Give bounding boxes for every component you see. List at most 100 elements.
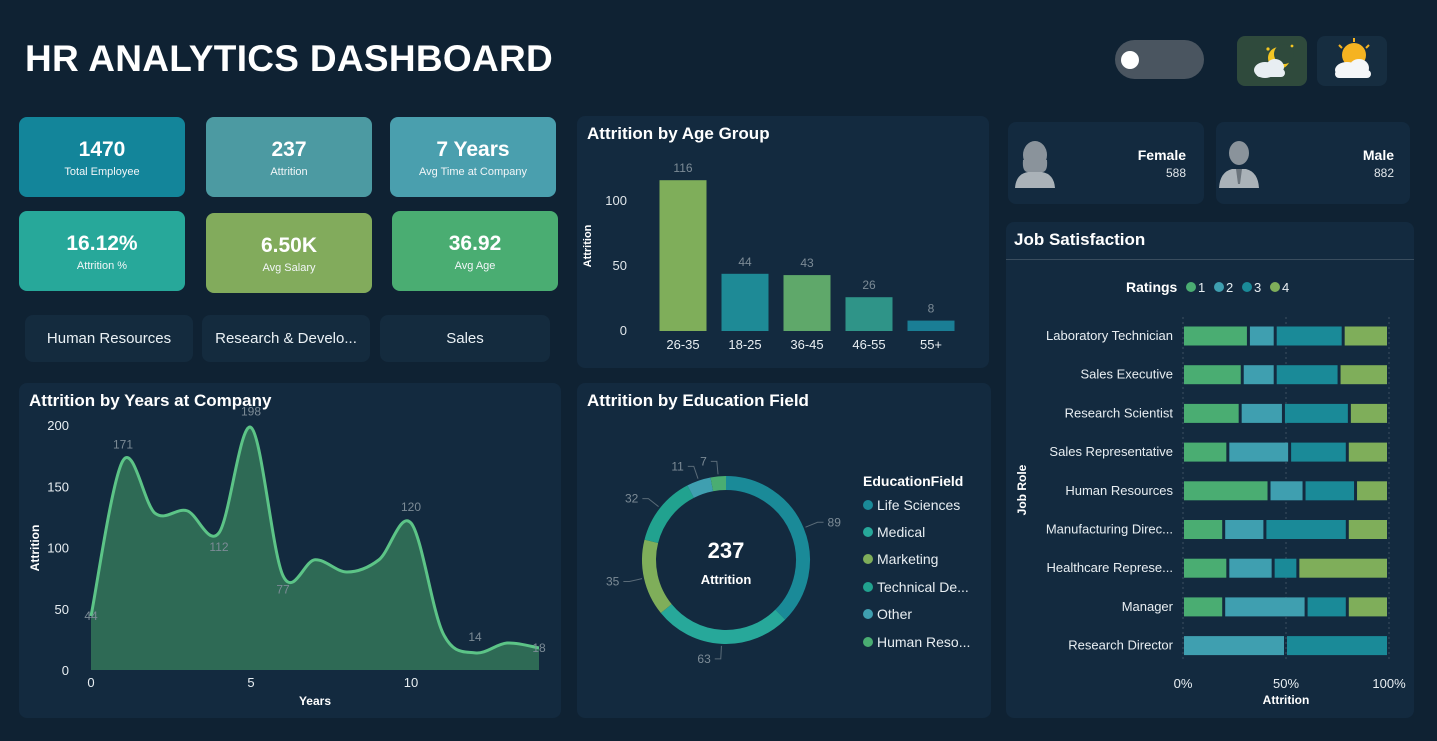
job-legend-label: 3: [1254, 280, 1261, 295]
sun-cloud-icon: [1335, 38, 1371, 78]
age-bar-value-label: 44: [738, 255, 752, 269]
legend-dot: [863, 636, 873, 647]
years-panel: Attrition by Years at Company Attrition Y…: [19, 383, 561, 718]
job-segment: [1184, 365, 1241, 385]
dept-button-human-resources[interactable]: Human Resources: [25, 315, 193, 362]
job-x-axis-title: Attrition: [1263, 693, 1310, 707]
job-role-label: Healthcare Represe...: [1047, 560, 1173, 575]
day-mode-button[interactable]: [1317, 36, 1387, 86]
age-y-tick-label: 50: [613, 258, 627, 273]
female-card: Female 588: [1008, 122, 1204, 204]
age-bar: [659, 180, 707, 331]
education-center-value: 237: [708, 538, 745, 563]
job-segment: [1344, 326, 1387, 346]
job-segment: [1307, 597, 1346, 617]
job-legend-dot: [1242, 282, 1252, 292]
job-segment: [1184, 636, 1284, 656]
education-slice-label: 7: [700, 454, 707, 468]
job-segment: [1274, 558, 1297, 578]
years-x-tick-label: 0: [87, 675, 94, 690]
page-title: HR ANALYTICS DASHBOARD: [25, 38, 554, 79]
dept-button-research[interactable]: Research & Develo...: [202, 315, 370, 362]
kpi-value: 1470: [78, 137, 126, 161]
job-satisfaction-chart: 0% 50% 100% Attrition Job Role Ratings 1 2 3 4 Lab…: [1015, 279, 1406, 707]
kpi-label: Avg Age: [454, 259, 496, 272]
education-donut-chart: 89 63 35 32 11 7 237 Attrition: [606, 454, 841, 665]
toggle-knob: [1121, 51, 1139, 69]
years-area-fill: [91, 427, 539, 670]
years-x-axis-title: Years: [299, 694, 331, 708]
age-x-tick-label: 46-55: [852, 337, 885, 352]
age-bar-value-label: 8: [928, 302, 935, 316]
job-segment: [1305, 481, 1355, 501]
legend-dot: [863, 499, 873, 510]
age-bar: [907, 320, 955, 331]
moon-cloud-icon: [1254, 44, 1294, 78]
dept-button-sales[interactable]: Sales: [380, 315, 550, 362]
education-slice-label: 11: [671, 459, 684, 473]
job-segment: [1229, 558, 1272, 578]
job-segment: [1276, 326, 1342, 346]
legend-label: Human Reso...: [877, 633, 971, 650]
job-x-tick-label: 50%: [1273, 676, 1299, 691]
theme-toggle[interactable]: [1115, 40, 1204, 79]
age-x-tick-label: 55+: [920, 337, 942, 352]
education-leader-line: [714, 645, 722, 660]
age-y-tick-label: 100: [605, 193, 627, 208]
job-role-label: Sales Representative: [1049, 444, 1173, 459]
job-x-tick-label: 0%: [1174, 676, 1193, 691]
kpi-label: Avg Time at Company: [418, 165, 527, 178]
job-chart-title: Job Satisfaction: [1014, 230, 1146, 249]
age-x-tick-label: 18-25: [728, 337, 761, 352]
kpi-label: Total Employee: [64, 165, 140, 178]
education-slice: [725, 476, 810, 620]
legend-label: Marketing: [877, 551, 939, 568]
education-legend-item[interactable]: Marketing: [863, 546, 989, 573]
education-center-label: Attrition: [701, 572, 752, 587]
male-label: Male: [1362, 147, 1394, 163]
education-legend-item[interactable]: Medical: [863, 518, 989, 545]
education-slice-label: 35: [606, 574, 620, 588]
education-legend-item[interactable]: Other: [863, 601, 989, 628]
education-leader-line: [710, 460, 719, 475]
age-chart-title: Attrition by Age Group: [587, 124, 770, 143]
job-segment: [1284, 403, 1348, 423]
job-segment: [1184, 597, 1223, 617]
job-segment: [1270, 481, 1303, 501]
kpi-avg-time: 7 Years Avg Time at Company: [390, 117, 556, 197]
job-role-label: Research Scientist: [1065, 405, 1174, 420]
years-y-tick-label: 0: [62, 663, 69, 678]
years-data-label: 44: [84, 609, 98, 623]
education-leader-line: [805, 521, 824, 528]
job-role-label: Research Director: [1068, 638, 1173, 653]
education-legend-item[interactable]: Life Sciences: [863, 491, 989, 518]
kpi-value: 36.92: [448, 231, 502, 255]
years-data-label: 18: [532, 641, 546, 655]
kpi-label: Avg Salary: [262, 261, 316, 274]
education-slice: [687, 477, 714, 498]
job-role-label: Laboratory Technician: [1046, 328, 1173, 343]
education-slice: [710, 476, 727, 492]
years-y-axis-title: Attrition: [28, 525, 42, 572]
legend-label: Other: [877, 606, 913, 623]
years-data-label: 112: [209, 540, 228, 554]
job-segment: [1184, 520, 1223, 539]
education-legend-item[interactable]: Technical De...: [863, 573, 989, 600]
education-legend: Life Sciences Medical Marketing Technical D…: [863, 491, 989, 655]
age-y-axis-title: Attrition: [582, 224, 594, 267]
night-mode-button[interactable]: [1237, 36, 1307, 86]
job-segment: [1184, 558, 1227, 578]
legend-dot: [863, 554, 873, 565]
job-segment: [1348, 597, 1387, 617]
job-segment: [1249, 326, 1274, 346]
years-chart-title: Attrition by Years at Company: [29, 391, 272, 410]
age-y-tick-label: 0: [620, 323, 627, 338]
years-y-tick-label: 150: [47, 479, 69, 494]
age-bar: [845, 297, 893, 331]
age-group-panel: Attrition by Age Group Attrition 0 50 100 11…: [577, 116, 989, 368]
kpi-label: Attrition: [270, 165, 308, 178]
age-x-tick-label: 36-45: [790, 337, 823, 352]
job-segment: [1266, 520, 1346, 539]
education-legend-item[interactable]: Human Reso...: [863, 628, 989, 655]
education-slice-label: 32: [625, 492, 639, 506]
